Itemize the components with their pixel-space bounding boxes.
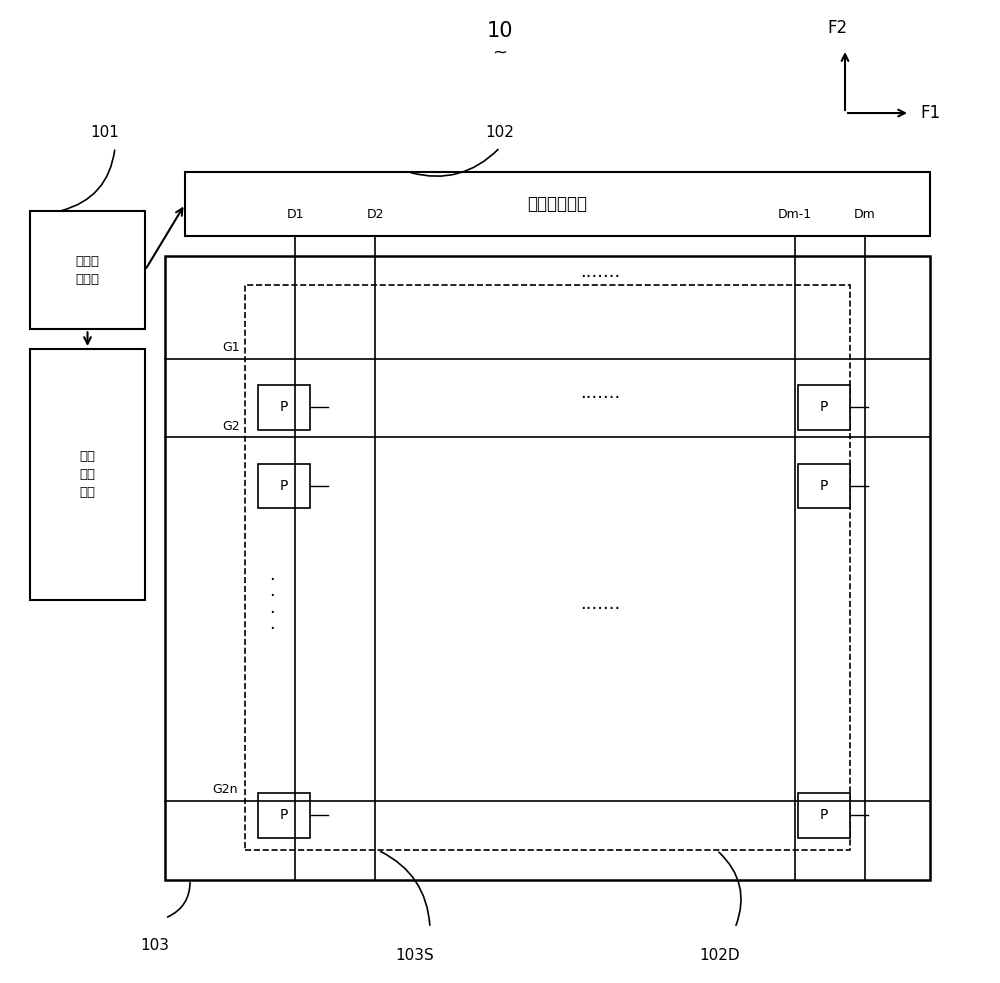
Text: 103S: 103S bbox=[396, 948, 434, 963]
Text: 时序控
制电路: 时序控 制电路 bbox=[76, 255, 100, 286]
Text: 102: 102 bbox=[485, 125, 514, 141]
Text: P: P bbox=[820, 479, 828, 493]
Text: D2: D2 bbox=[366, 208, 384, 221]
Text: ·······: ······· bbox=[580, 268, 620, 286]
Text: P: P bbox=[820, 400, 828, 415]
Bar bbox=[165, 256, 930, 880]
Text: G2: G2 bbox=[222, 420, 240, 433]
Text: 数据驱动电路: 数据驱动电路 bbox=[528, 195, 588, 213]
Bar bbox=[258, 793, 310, 838]
Bar bbox=[185, 172, 930, 236]
Text: 102D: 102D bbox=[700, 948, 740, 963]
Text: F2: F2 bbox=[827, 20, 847, 37]
Bar bbox=[258, 464, 310, 508]
Text: G1: G1 bbox=[222, 341, 240, 354]
Text: ~: ~ bbox=[492, 43, 508, 61]
Text: G2n: G2n bbox=[212, 783, 238, 796]
Text: P: P bbox=[280, 808, 288, 823]
Text: P: P bbox=[280, 479, 288, 493]
Text: F1: F1 bbox=[920, 104, 940, 122]
Bar bbox=[798, 464, 850, 508]
Text: 10: 10 bbox=[487, 22, 513, 41]
Bar bbox=[798, 385, 850, 430]
Text: P: P bbox=[280, 400, 288, 415]
Bar bbox=[245, 285, 850, 850]
Bar bbox=[258, 385, 310, 430]
Text: ·
·
·
·: · · · · bbox=[269, 571, 275, 638]
Text: 扫描
驱动
电路: 扫描 驱动 电路 bbox=[80, 450, 96, 498]
Text: P: P bbox=[820, 808, 828, 823]
Text: 103: 103 bbox=[140, 938, 170, 954]
Text: Dm-1: Dm-1 bbox=[778, 208, 812, 221]
Text: Dm: Dm bbox=[854, 208, 876, 221]
Text: ·······: ······· bbox=[580, 601, 620, 618]
Text: ·······: ······· bbox=[580, 389, 620, 407]
Text: 101: 101 bbox=[90, 125, 119, 141]
Bar bbox=[798, 793, 850, 838]
Text: D1: D1 bbox=[286, 208, 304, 221]
Bar bbox=[30, 211, 145, 329]
Bar bbox=[30, 349, 145, 600]
